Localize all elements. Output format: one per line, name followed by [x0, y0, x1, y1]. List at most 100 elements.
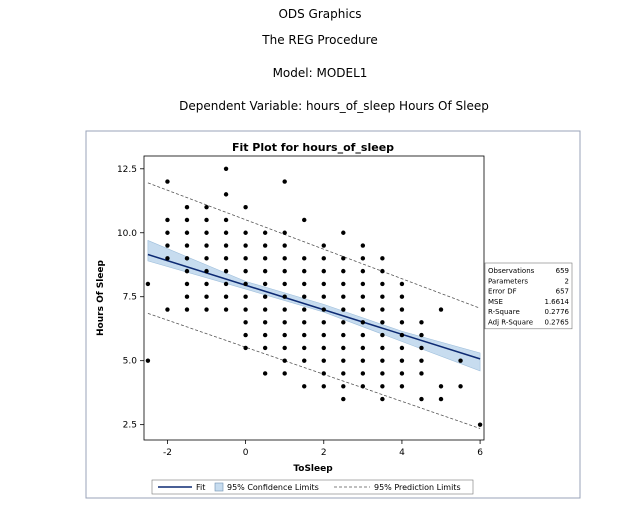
- data-point: [302, 358, 307, 363]
- x-tick-label: 0: [243, 448, 249, 458]
- data-point: [282, 281, 287, 287]
- data-point: [262, 230, 268, 235]
- data-point: [341, 256, 346, 261]
- data-point: [321, 243, 326, 248]
- data-point: [458, 358, 463, 363]
- data-point: [341, 358, 346, 363]
- data-point: [360, 332, 366, 338]
- y-tick-label: 2.5: [123, 421, 137, 431]
- data-point: [282, 294, 287, 299]
- legend-confidence-label: 95% Confidence Limits: [227, 483, 319, 492]
- stats-box: [484, 262, 573, 330]
- data-point: [184, 230, 190, 235]
- data-point: [321, 268, 326, 274]
- data-point: [477, 422, 483, 427]
- data-point: [399, 358, 405, 363]
- y-axis-label: Hours Of Sleep: [96, 259, 106, 336]
- data-point: [204, 230, 209, 235]
- data-point: [243, 332, 248, 338]
- fit-line: [147, 253, 481, 360]
- data-point: [321, 358, 326, 363]
- stats-label: Observations: [488, 267, 535, 275]
- data-point: [282, 256, 287, 261]
- data-point: [399, 320, 405, 325]
- data-point: [262, 307, 268, 312]
- data-point: [262, 281, 268, 287]
- data-point: [360, 268, 366, 274]
- data-point: [302, 320, 307, 325]
- x-axis-label: ToSleep: [293, 464, 333, 474]
- data-point: [223, 268, 229, 274]
- data-point: [341, 294, 346, 299]
- stats-label: Parameters: [488, 277, 528, 285]
- data-point: [321, 371, 326, 376]
- data-point: [380, 384, 385, 389]
- model-title: Model: MODEL1: [272, 66, 368, 80]
- data-point: [204, 217, 209, 223]
- data-point: [360, 281, 366, 287]
- data-point: [341, 345, 346, 351]
- x-tick-label: 4: [399, 448, 405, 458]
- legend-fit-label: Fit: [196, 483, 205, 492]
- data-point: [262, 320, 268, 325]
- data-point: [321, 294, 326, 299]
- data-point: [184, 217, 190, 223]
- data-point: [419, 371, 424, 376]
- data-point: [302, 256, 307, 261]
- stats-value: 1.6614: [545, 298, 570, 306]
- data-point: [399, 281, 405, 287]
- data-point: [380, 294, 385, 299]
- y-tick-label: 5.0: [123, 357, 138, 367]
- data-point: [321, 320, 326, 325]
- data-point: [282, 371, 287, 376]
- data-point: [204, 281, 209, 287]
- data-point: [262, 243, 268, 248]
- y-tick-label: 7.5: [123, 293, 137, 303]
- data-point: [438, 396, 444, 402]
- data-point: [223, 256, 229, 261]
- data-point: [380, 320, 385, 325]
- data-point: [360, 371, 366, 376]
- data-point: [204, 256, 209, 261]
- data-point: [321, 384, 326, 389]
- data-point: [262, 371, 268, 376]
- data-point: [223, 230, 229, 235]
- x-tick-label: 2: [321, 448, 327, 458]
- data-point: [243, 281, 248, 287]
- dependent-variable-title: Dependent Variable: hours_of_sleep Hours…: [179, 99, 489, 113]
- prediction-limit-lower: [147, 312, 481, 429]
- data-point: [223, 243, 229, 248]
- data-point: [243, 204, 248, 210]
- data-point: [380, 332, 385, 338]
- data-point: [262, 256, 268, 261]
- legend-prediction-label: 95% Prediction Limits: [374, 483, 461, 492]
- data-point: [399, 345, 405, 351]
- stats-value: 0.2765: [545, 319, 570, 327]
- data-point: [360, 320, 366, 325]
- data-point: [243, 320, 248, 325]
- plot-area-border: [143, 155, 485, 441]
- stats-label: Adj R-Square: [488, 319, 533, 327]
- data-point: [341, 307, 346, 312]
- data-point: [184, 204, 190, 210]
- prediction-limit-upper: [147, 182, 481, 309]
- stats-value: 0.2776: [545, 308, 570, 316]
- data-point: [262, 294, 268, 299]
- data-point: [399, 307, 405, 312]
- confidence-band: [147, 239, 481, 372]
- data-point: [262, 332, 268, 338]
- data-point: [223, 217, 229, 223]
- data-point: [302, 281, 307, 287]
- data-point: [302, 294, 307, 299]
- data-point: [184, 294, 190, 299]
- x-tick-label: 6: [477, 448, 483, 458]
- data-point: [458, 384, 463, 389]
- y-tick-label: 10.0: [117, 229, 137, 239]
- data-point: [360, 358, 366, 363]
- data-point: [165, 217, 170, 223]
- data-point: [302, 217, 307, 223]
- chart-title: Fit Plot for hours_of_sleep: [232, 141, 394, 154]
- data-point: [223, 281, 229, 287]
- data-point: [145, 281, 151, 287]
